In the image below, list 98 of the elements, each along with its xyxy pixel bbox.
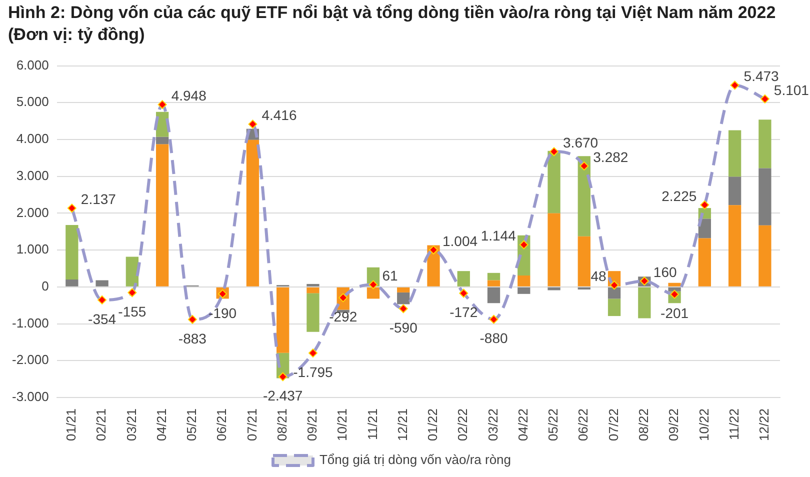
y-tick-label: 2.000 bbox=[16, 204, 49, 220]
bar bbox=[698, 238, 711, 286]
bar bbox=[608, 298, 621, 316]
data-label: 3.282 bbox=[593, 148, 628, 165]
x-tick-label: 10/22 bbox=[696, 408, 712, 442]
x-tick-label: 12/21 bbox=[394, 408, 410, 442]
bar bbox=[156, 144, 169, 286]
bar bbox=[638, 287, 651, 318]
y-tick-label: -2.000 bbox=[12, 352, 49, 368]
bar bbox=[487, 287, 500, 304]
bar bbox=[548, 287, 560, 290]
bar bbox=[668, 287, 681, 292]
data-label: 2.137 bbox=[80, 191, 116, 208]
x-tick-label: 07/22 bbox=[606, 408, 621, 442]
bar bbox=[246, 140, 260, 286]
data-label: -201 bbox=[660, 305, 689, 322]
data-label: -590 bbox=[389, 320, 418, 336]
bar bbox=[758, 168, 772, 226]
x-tick-label: 03/21 bbox=[124, 408, 139, 442]
bar bbox=[728, 130, 742, 177]
x-tick-label: 08/21 bbox=[274, 408, 290, 442]
data-label: 1.004 bbox=[442, 232, 478, 249]
x-tick-label: 09/21 bbox=[304, 408, 320, 442]
data-label: 2.225 bbox=[662, 188, 697, 204]
bar bbox=[578, 156, 590, 236]
bar bbox=[758, 225, 772, 286]
data-label: 3.670 bbox=[563, 134, 598, 151]
data-label: 61 bbox=[382, 268, 398, 284]
bar bbox=[758, 120, 772, 168]
x-tick-label: 07/21 bbox=[244, 408, 260, 442]
x-tick-label: 11/21 bbox=[364, 408, 380, 440]
x-tick-label: 01/21 bbox=[64, 408, 79, 442]
y-tick-label: 0 bbox=[42, 278, 49, 294]
bar bbox=[66, 225, 78, 280]
bar bbox=[487, 272, 500, 280]
bar bbox=[518, 275, 530, 286]
data-label: 5.101 bbox=[774, 82, 810, 98]
data-label: 160 bbox=[653, 264, 677, 280]
data-label: -172 bbox=[450, 304, 478, 320]
y-tick-label: 6.000 bbox=[16, 57, 49, 72]
data-label: -190 bbox=[208, 304, 237, 321]
bar bbox=[668, 282, 681, 286]
data-label: -292 bbox=[329, 308, 358, 325]
y-tick-label: 1.000 bbox=[16, 242, 49, 257]
x-tick-label: 05/22 bbox=[546, 408, 561, 442]
bar bbox=[306, 284, 320, 286]
bar bbox=[397, 292, 410, 304]
x-tick-label: 06/22 bbox=[576, 408, 591, 442]
data-label: -1.795 bbox=[293, 364, 334, 380]
chart-title: Hình 2: Dòng vốn của các quỹ ETF nổi bật và tổng dòng tiền vào/ra ròng tại Việt Nam năm 2022 (Đơn vị: tỷ đồng) bbox=[8, 2, 777, 46]
x-tick-label: 06/21 bbox=[214, 408, 230, 442]
data-label: 48 bbox=[590, 268, 606, 284]
x-tick-label: 02/22 bbox=[455, 408, 470, 442]
x-tick-label: 09/22 bbox=[666, 408, 682, 442]
x-tick-label: 08/22 bbox=[636, 408, 651, 442]
x-tick-label: 03/22 bbox=[485, 408, 500, 442]
bar bbox=[608, 287, 621, 299]
legend-label: Tổng giá trị dòng vốn vào/ra ròng bbox=[319, 452, 512, 468]
y-tick-label: -3.000 bbox=[12, 389, 49, 404]
bar bbox=[578, 236, 590, 286]
y-tick-label: 5.000 bbox=[16, 94, 49, 110]
bar bbox=[548, 213, 560, 286]
x-tick-label: 04/22 bbox=[515, 408, 530, 442]
data-label: -2.437 bbox=[262, 388, 303, 404]
x-tick-label: 11/22 bbox=[726, 408, 742, 440]
x-tick-label: 04/21 bbox=[154, 408, 169, 442]
y-tick-label: 3.000 bbox=[16, 168, 49, 183]
y-tick-label: 4.000 bbox=[16, 131, 49, 146]
data-label: 1.144 bbox=[480, 228, 516, 244]
bar bbox=[96, 280, 108, 286]
bar bbox=[728, 176, 742, 206]
data-label: -880 bbox=[480, 330, 508, 346]
bar bbox=[518, 287, 530, 294]
x-tick-label: 12/22 bbox=[756, 408, 772, 442]
bar bbox=[457, 271, 470, 286]
data-label: 4.416 bbox=[262, 107, 297, 124]
x-tick-label: 02/21 bbox=[94, 408, 109, 442]
x-tick-label: 10/21 bbox=[334, 408, 350, 442]
bar bbox=[487, 280, 500, 286]
bar bbox=[728, 205, 742, 286]
data-label: -354 bbox=[88, 310, 116, 327]
data-label: -883 bbox=[178, 330, 207, 346]
bar bbox=[306, 287, 320, 294]
x-tick-label: 01/22 bbox=[425, 408, 440, 442]
y-tick-label: -1.000 bbox=[12, 315, 49, 330]
data-label: 4.948 bbox=[171, 87, 207, 104]
bar bbox=[306, 293, 320, 332]
data-label: 5.473 bbox=[744, 68, 780, 84]
bar bbox=[126, 256, 139, 286]
bar bbox=[548, 150, 560, 214]
bar bbox=[156, 136, 169, 144]
data-label: -155 bbox=[118, 303, 146, 320]
bar bbox=[66, 280, 78, 286]
bar bbox=[397, 287, 410, 292]
bar bbox=[276, 287, 290, 353]
bar bbox=[698, 218, 711, 238]
x-tick-label: 05/21 bbox=[184, 408, 200, 442]
bar bbox=[366, 287, 380, 299]
